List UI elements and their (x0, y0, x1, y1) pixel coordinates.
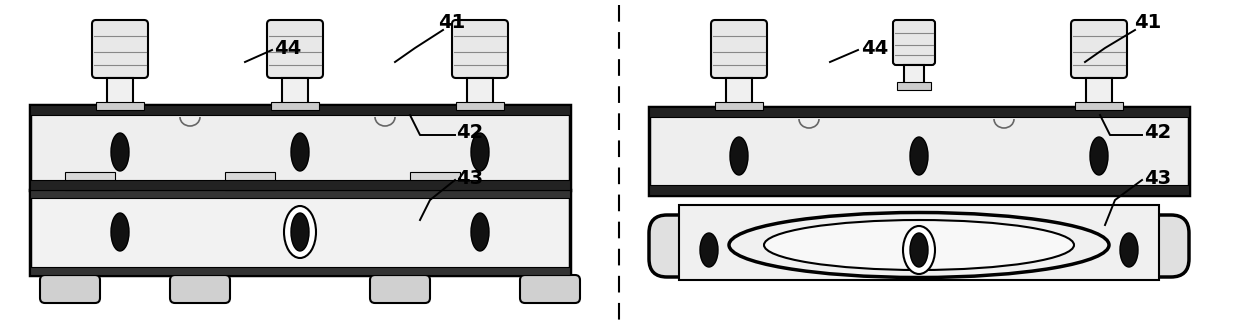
Bar (649, 107, 1189, 195)
Ellipse shape (730, 137, 748, 175)
Ellipse shape (764, 220, 1074, 270)
Bar (107, 78, 133, 106)
Bar (726, 78, 752, 106)
FancyBboxPatch shape (520, 275, 580, 303)
Bar (1087, 78, 1111, 106)
FancyBboxPatch shape (92, 20, 147, 78)
Bar (649, 185, 1189, 195)
Ellipse shape (909, 137, 928, 175)
Bar (30, 190, 570, 198)
Bar (904, 65, 924, 86)
Text: 42: 42 (456, 122, 483, 141)
Text: 41: 41 (1135, 12, 1162, 31)
Text: 42: 42 (1145, 122, 1172, 141)
Ellipse shape (700, 233, 717, 267)
FancyBboxPatch shape (711, 20, 767, 78)
FancyBboxPatch shape (40, 275, 100, 303)
Bar (649, 107, 1189, 117)
Text: 41: 41 (439, 12, 466, 31)
Bar (271, 102, 318, 110)
Bar (679, 205, 1158, 280)
FancyBboxPatch shape (649, 215, 769, 277)
FancyBboxPatch shape (859, 215, 979, 277)
Bar (30, 190, 570, 275)
Bar (1075, 102, 1123, 110)
FancyBboxPatch shape (1070, 20, 1127, 78)
Text: 43: 43 (1145, 169, 1172, 188)
Bar (456, 102, 504, 110)
Bar (30, 180, 570, 190)
Ellipse shape (284, 206, 316, 258)
Ellipse shape (112, 133, 129, 171)
Bar (64, 172, 115, 190)
FancyBboxPatch shape (170, 275, 230, 303)
FancyBboxPatch shape (370, 275, 430, 303)
Text: 43: 43 (456, 169, 483, 188)
Ellipse shape (471, 133, 489, 171)
Bar (30, 105, 570, 190)
Bar (282, 78, 309, 106)
FancyBboxPatch shape (893, 20, 935, 65)
Ellipse shape (471, 213, 489, 251)
Ellipse shape (1090, 137, 1108, 175)
Bar (95, 102, 144, 110)
Bar (410, 172, 460, 190)
Ellipse shape (291, 133, 309, 171)
Ellipse shape (909, 233, 928, 267)
FancyBboxPatch shape (452, 20, 508, 78)
Ellipse shape (291, 213, 309, 251)
Ellipse shape (1120, 233, 1137, 267)
Bar (715, 102, 763, 110)
Bar (467, 78, 493, 106)
Bar (30, 267, 570, 275)
Bar (30, 105, 570, 115)
FancyBboxPatch shape (266, 20, 323, 78)
Bar (897, 82, 930, 90)
Bar (225, 172, 275, 190)
FancyBboxPatch shape (1069, 215, 1189, 277)
Ellipse shape (112, 213, 129, 251)
Text: 44: 44 (274, 38, 301, 57)
Ellipse shape (903, 226, 935, 274)
Text: 44: 44 (861, 38, 888, 57)
